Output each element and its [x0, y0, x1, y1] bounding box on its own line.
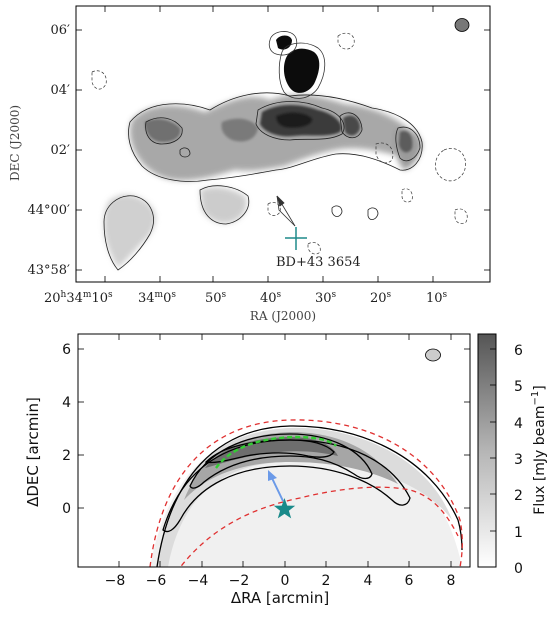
bottom-panel: −8 −6 −4 −2 0 2 4 6 8 0 2 4 6 ΔRA [arcmi… [24, 333, 548, 607]
ra-tick-label: 20s [370, 290, 392, 306]
star-cross-marker [285, 227, 307, 250]
x-tick-label: 6 [405, 573, 414, 589]
colorbar-tick-label: 0 [514, 561, 523, 577]
ra-tick-label: 34m0s [138, 290, 176, 306]
colorbar-label: Flux [mJy beam−1] [530, 385, 548, 514]
emission-south-2 [200, 187, 247, 224]
bright-knot-west [145, 119, 181, 142]
star-marker [273, 498, 296, 519]
ra-tick-label: 20h34m10s [44, 290, 113, 306]
top-beam [454, 18, 470, 32]
bottom-y-tick-labels: 0 2 4 6 [62, 342, 71, 517]
colorbar: 0 1 2 3 4 5 6 Flux [mJy beam−1] [477, 333, 548, 577]
bottom-frame [77, 333, 471, 568]
colorbar-ticks [490, 348, 496, 568]
outer-limit-curve [149, 419, 463, 567]
x-tick-label: 0 [281, 573, 290, 589]
dec-tick-label: 04′ [51, 83, 71, 98]
top-x-axis-label: RA (J2000) [250, 309, 316, 323]
bright-knot-east [343, 115, 360, 136]
x-tick-label: −4 [188, 573, 209, 589]
colorbar-tick-label: 4 [514, 416, 523, 432]
bottom-map [149, 419, 463, 567]
ra-tick-label: 50s [205, 290, 227, 306]
ra-tick-label: 40s [260, 290, 282, 306]
bottom-x-axis-label: ΔRA [arcmin] [231, 589, 329, 607]
mid-clump [221, 118, 258, 142]
bright-ridge-core [276, 112, 313, 128]
ra-tick-label: 10s [426, 290, 448, 306]
model-limits [149, 419, 463, 567]
dec-tick-label: 43°58′ [27, 263, 70, 278]
top-y-axis-label: DEC (J2000) [8, 105, 22, 181]
colorbar-tick-label: 6 [514, 343, 523, 359]
top-arrow [276, 195, 296, 227]
solid-contours [103, 92, 423, 271]
model-contours [156, 425, 463, 567]
emission-ridge [129, 94, 415, 181]
ra-tick-label: 30s [315, 290, 337, 306]
highlight-arc [215, 435, 337, 469]
dec-tick-label: 06′ [51, 23, 71, 38]
colorbar-tick-label: 3 [514, 452, 523, 468]
bottom-x-tick-labels: −8 −6 −4 −2 0 2 4 6 8 [105, 573, 456, 589]
star-label: BD+43 3654 [276, 255, 361, 270]
motion-arrow [268, 470, 284, 502]
top-panel: BD+43 3654 20h34m10s 34m0s 50s 40s 30s 2… [8, 5, 491, 323]
colorbar-tick-label: 2 [514, 488, 523, 504]
top-tick-marks [76, 6, 490, 282]
bottom-tick-marks [78, 334, 470, 567]
top-y-tick-labels: 06′ 04′ 02′ 44°00′ 43°58′ [27, 23, 70, 278]
colorbar-tick-label: 1 [514, 525, 523, 541]
top-map [91, 31, 468, 271]
top-frame [75, 5, 491, 283]
dec-tick-label: 02′ [51, 143, 71, 158]
inner-limit-curve [179, 486, 459, 567]
top-x-tick-labels: 20h34m10s 34m0s 50s 40s 30s 20s 10s [44, 290, 448, 306]
bottom-y-axis-label: ΔDEC [arcmin] [24, 397, 42, 507]
compact-source [268, 31, 326, 99]
x-tick-label: 4 [364, 573, 373, 589]
dashed-contours [91, 32, 468, 255]
x-tick-label: 8 [447, 573, 456, 589]
y-tick-label: 4 [62, 395, 71, 411]
x-tick-label: −8 [105, 573, 126, 589]
emission-south [104, 194, 156, 268]
y-tick-label: 0 [62, 501, 71, 517]
colorbar-tick-labels: 0 1 2 3 4 5 6 [514, 343, 523, 577]
x-tick-label: 2 [322, 573, 331, 589]
east-knot [399, 130, 413, 153]
x-tick-label: −6 [146, 573, 167, 589]
y-tick-label: 2 [62, 448, 71, 464]
x-tick-label: −2 [229, 573, 250, 589]
colorbar-tick-label: 5 [514, 379, 523, 395]
dec-tick-label: 44°00′ [27, 203, 70, 218]
colorbar-gradient [477, 333, 497, 568]
y-tick-label: 6 [62, 342, 71, 358]
bottom-beam [425, 348, 441, 362]
